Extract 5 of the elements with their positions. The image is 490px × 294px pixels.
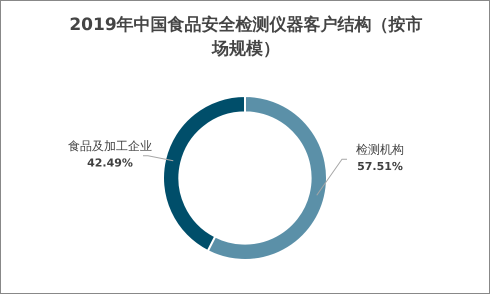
chart-title: 2019年中国食品安全检测仪器客户结构（按市场规模）	[68, 14, 424, 61]
data-label: 57.51%	[357, 160, 403, 174]
data-label: 42.49%	[87, 156, 133, 170]
slice-label: 检测机构	[356, 142, 404, 156]
slice-label: 食品及加工企业	[68, 138, 152, 153]
